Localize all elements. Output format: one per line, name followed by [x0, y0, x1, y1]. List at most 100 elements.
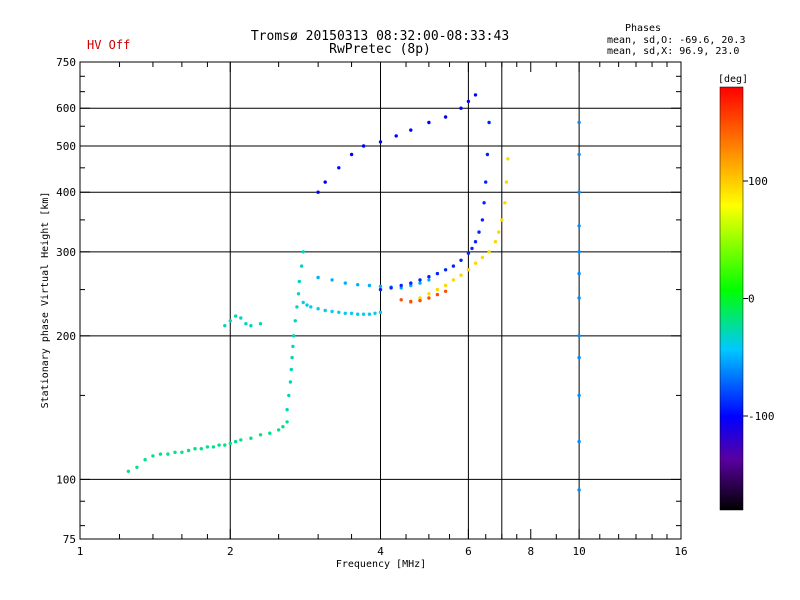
data-point	[166, 452, 170, 456]
data-point	[158, 452, 163, 456]
data-point	[373, 311, 377, 315]
x-tick-label: 8	[527, 545, 534, 558]
data-point	[356, 283, 360, 287]
data-point	[292, 334, 296, 338]
data-point	[291, 344, 295, 349]
data-point	[316, 275, 320, 280]
data-point	[427, 292, 431, 296]
data-point	[500, 218, 504, 222]
x-tick-label: 2	[227, 545, 234, 558]
data-point	[151, 454, 155, 458]
data-point	[443, 283, 448, 288]
data-point	[309, 305, 313, 309]
data-point	[288, 380, 293, 384]
data-point	[285, 408, 289, 412]
data-point	[330, 278, 334, 282]
data-point	[143, 458, 147, 462]
data-point	[577, 334, 581, 338]
data-point	[268, 431, 272, 435]
data-point	[217, 443, 221, 447]
data-point	[577, 296, 581, 300]
colorbar-tick-label: 100	[748, 175, 768, 188]
data-point	[443, 115, 448, 119]
data-point	[409, 281, 413, 285]
data-point	[504, 180, 509, 184]
data-point	[577, 120, 581, 125]
data-point	[466, 268, 471, 272]
data-point	[343, 311, 347, 315]
data-point	[297, 279, 301, 284]
data-point	[323, 308, 327, 313]
data-point	[427, 278, 431, 282]
data-point	[289, 367, 293, 372]
data-point	[349, 311, 354, 315]
data-point	[480, 255, 485, 260]
data-point	[459, 273, 463, 277]
y-tick-labels: 75 100 200 300 400 500 600 750	[56, 56, 76, 546]
data-point	[378, 287, 383, 292]
data-point	[577, 190, 581, 194]
x-tick-label: 10	[572, 545, 585, 558]
data-point	[378, 140, 383, 144]
data-point	[427, 120, 431, 125]
data-point	[409, 299, 413, 304]
data-point	[299, 264, 304, 268]
data-point	[223, 324, 227, 328]
data-point	[301, 300, 305, 305]
data-point	[473, 261, 478, 265]
data-point	[290, 355, 294, 360]
x-tick-labels: 1 2 4 6 8 10 16	[77, 545, 688, 558]
data-point	[409, 283, 413, 288]
data-point	[356, 312, 360, 316]
data-point	[427, 275, 431, 279]
chart-title: Tromsø 20150313 08:32:00-08:33:43	[251, 29, 509, 44]
data-point	[485, 152, 490, 157]
y-tick-label: 750	[56, 56, 76, 69]
data-point	[349, 152, 354, 157]
data-point	[258, 433, 263, 437]
data-point	[305, 303, 309, 307]
data-point	[211, 445, 216, 449]
phases-title: Phases	[625, 23, 661, 34]
data-point	[477, 230, 481, 234]
data-point	[361, 144, 366, 148]
data-point	[126, 469, 131, 473]
data-point	[399, 298, 403, 302]
data-point	[493, 240, 498, 244]
data-point	[459, 106, 463, 110]
data-point	[484, 180, 488, 184]
data-point	[577, 439, 581, 444]
data-point	[418, 281, 422, 285]
data-point	[480, 218, 485, 222]
data-point	[228, 441, 232, 446]
data-point	[409, 128, 413, 132]
x-tick-label: 6	[465, 545, 472, 558]
data-point	[239, 316, 243, 320]
grid-lines	[80, 62, 681, 539]
data-point	[451, 278, 456, 282]
data-point	[443, 268, 448, 272]
data-point	[186, 448, 191, 453]
x-tick-label: 4	[377, 545, 384, 558]
data-point	[497, 230, 501, 234]
data-point	[293, 319, 297, 323]
data-point	[337, 166, 341, 170]
data-point	[249, 324, 253, 328]
data-point	[367, 283, 372, 288]
data-point	[281, 425, 285, 429]
y-tick-label: 300	[56, 246, 76, 259]
y-axis-label: Stationary phase Virtual Height [km]	[40, 192, 51, 409]
colorbar-tick-label: -100	[748, 410, 775, 423]
data-point	[451, 264, 456, 268]
data-point	[577, 152, 581, 157]
data-point	[378, 310, 383, 314]
data-point	[577, 224, 581, 228]
data-point	[244, 322, 248, 326]
y-tick-label: 500	[56, 140, 76, 153]
colorbar	[719, 86, 744, 511]
data-point	[378, 284, 383, 288]
data-point	[470, 246, 474, 251]
data-point	[180, 450, 184, 454]
data-point	[418, 296, 422, 300]
axis-ticks	[79, 61, 682, 540]
